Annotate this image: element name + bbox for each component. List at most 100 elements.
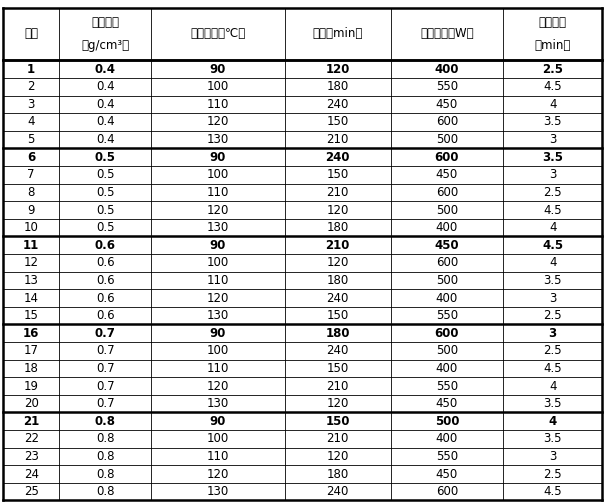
Text: （g/cm³）: （g/cm³） [81, 39, 129, 51]
Text: 0.6: 0.6 [96, 292, 114, 304]
Text: 600: 600 [435, 327, 459, 340]
Text: 9: 9 [27, 204, 35, 216]
Text: 600: 600 [436, 116, 458, 128]
Text: 4.5: 4.5 [543, 485, 562, 498]
Text: 550: 550 [436, 380, 458, 392]
Text: 25: 25 [24, 485, 39, 498]
Text: 500: 500 [436, 133, 458, 146]
Text: 90: 90 [210, 151, 226, 163]
Text: 6: 6 [27, 151, 35, 163]
Text: 0.4: 0.4 [96, 80, 114, 93]
Text: 21: 21 [23, 415, 39, 428]
Text: 时间（min）: 时间（min） [313, 28, 363, 40]
Text: 10: 10 [24, 221, 39, 234]
Text: 0.4: 0.4 [96, 133, 114, 146]
Text: 19: 19 [24, 380, 39, 392]
Text: 11: 11 [23, 239, 39, 252]
Text: 500: 500 [436, 204, 458, 216]
Text: 450: 450 [436, 98, 458, 111]
Text: 0.4: 0.4 [96, 116, 114, 128]
Text: 100: 100 [207, 257, 229, 269]
Text: 0.7: 0.7 [96, 362, 114, 375]
Text: 0.8: 0.8 [95, 415, 116, 428]
Text: 3: 3 [549, 133, 557, 146]
Text: 微波功率（W）: 微波功率（W） [420, 28, 474, 40]
Text: 130: 130 [207, 133, 229, 146]
Text: 120: 120 [207, 204, 229, 216]
Text: 550: 550 [436, 309, 458, 322]
Text: 240: 240 [327, 292, 349, 304]
Text: 0.6: 0.6 [96, 274, 114, 287]
Text: 7: 7 [27, 169, 35, 181]
Text: 550: 550 [436, 80, 458, 93]
Text: 500: 500 [435, 415, 459, 428]
Text: 90: 90 [210, 327, 226, 340]
Text: 4: 4 [549, 221, 557, 234]
Text: 210: 210 [327, 380, 349, 392]
Text: 120: 120 [207, 116, 229, 128]
Text: 4: 4 [549, 257, 557, 269]
Text: 210: 210 [327, 133, 349, 146]
Text: 3.5: 3.5 [543, 433, 562, 445]
Text: 13: 13 [24, 274, 39, 287]
Text: 450: 450 [436, 169, 458, 181]
Text: 0.5: 0.5 [96, 169, 114, 181]
Text: 5: 5 [27, 133, 35, 146]
Text: 1: 1 [27, 63, 35, 75]
Text: 3: 3 [549, 327, 557, 340]
Text: 17: 17 [24, 345, 39, 357]
Text: 3: 3 [27, 98, 35, 111]
Text: 0.7: 0.7 [96, 397, 114, 410]
Text: 150: 150 [327, 116, 349, 128]
Text: 0.6: 0.6 [96, 257, 114, 269]
Text: 3.5: 3.5 [542, 151, 563, 163]
Text: 500: 500 [436, 274, 458, 287]
Text: 4: 4 [549, 98, 557, 111]
Text: 130: 130 [207, 397, 229, 410]
Text: 180: 180 [327, 274, 349, 287]
Text: 3.5: 3.5 [543, 274, 562, 287]
Text: 450: 450 [436, 468, 458, 480]
Text: 3.5: 3.5 [543, 116, 562, 128]
Text: 120: 120 [327, 450, 349, 463]
Text: 0.6: 0.6 [96, 309, 114, 322]
Text: 0.8: 0.8 [96, 468, 114, 480]
Text: 2.5: 2.5 [543, 186, 562, 199]
Text: 110: 110 [207, 186, 229, 199]
Text: 110: 110 [207, 98, 229, 111]
Text: 18: 18 [24, 362, 39, 375]
Text: 15: 15 [24, 309, 39, 322]
Text: 120: 120 [327, 204, 349, 216]
Text: 150: 150 [325, 415, 350, 428]
Text: 180: 180 [327, 221, 349, 234]
Text: 180: 180 [327, 468, 349, 480]
Text: 400: 400 [436, 221, 458, 234]
Text: 400: 400 [435, 63, 459, 75]
Text: 130: 130 [207, 309, 229, 322]
Text: 180: 180 [325, 327, 350, 340]
Text: 180: 180 [327, 80, 349, 93]
Text: 550: 550 [436, 450, 458, 463]
Text: 240: 240 [327, 485, 349, 498]
Text: 0.5: 0.5 [96, 186, 114, 199]
Text: 24: 24 [24, 468, 39, 480]
Text: 2.5: 2.5 [543, 345, 562, 357]
Text: 4.5: 4.5 [542, 239, 563, 252]
Text: 100: 100 [207, 80, 229, 93]
Text: 90: 90 [210, 63, 226, 75]
Text: 0.5: 0.5 [96, 204, 114, 216]
Text: 450: 450 [434, 239, 459, 252]
Text: 130: 130 [207, 221, 229, 234]
Text: 210: 210 [327, 186, 349, 199]
Text: 110: 110 [207, 450, 229, 463]
Text: 100: 100 [207, 345, 229, 357]
Text: 12: 12 [24, 257, 39, 269]
Text: 20: 20 [24, 397, 39, 410]
Text: 110: 110 [207, 362, 229, 375]
Text: 3: 3 [549, 169, 557, 181]
Text: 0.7: 0.7 [96, 345, 114, 357]
Text: 22: 22 [24, 433, 39, 445]
Text: 0.7: 0.7 [96, 380, 114, 392]
Text: 4: 4 [549, 415, 557, 428]
Text: 0.8: 0.8 [96, 485, 114, 498]
